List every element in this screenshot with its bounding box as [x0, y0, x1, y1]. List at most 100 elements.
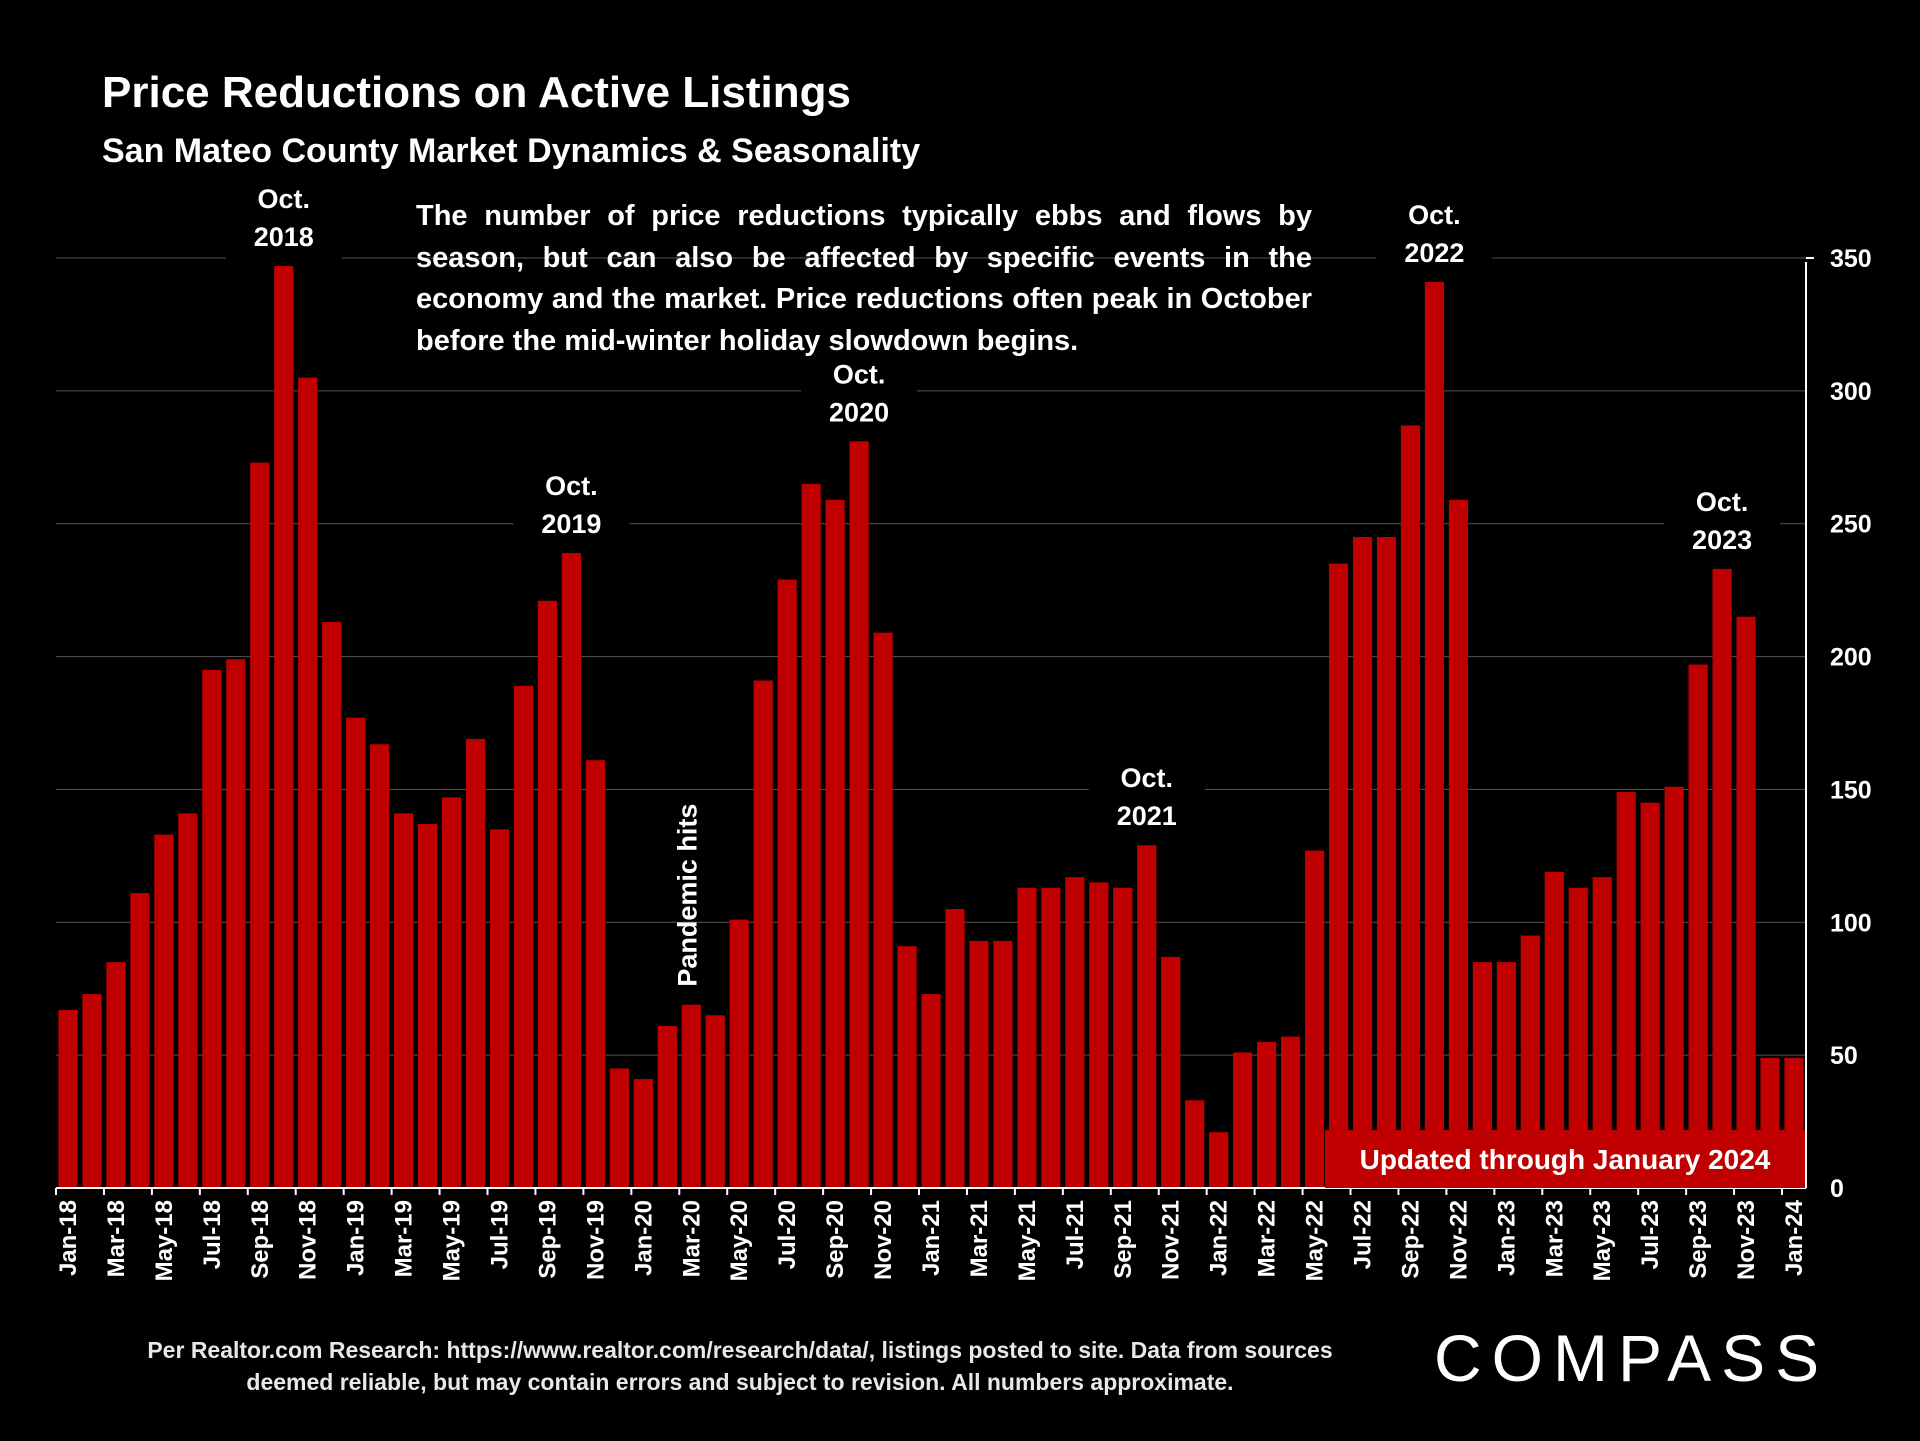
peak-annotation-label: Oct.	[1120, 763, 1173, 793]
pandemic-annotation: Pandemic hits	[672, 804, 702, 987]
bar-Dec-21	[1185, 1100, 1205, 1188]
bar-Jun-19	[465, 738, 486, 1188]
bar-Jul-18	[202, 669, 222, 1188]
y-tick-label: 350	[1830, 245, 1872, 273]
bar-Dec-19	[609, 1068, 629, 1188]
y-tick-label: 200	[1830, 644, 1872, 672]
bar-Nov-22	[1448, 499, 1468, 1188]
bar-Apr-23	[1568, 887, 1588, 1188]
x-tick-label: May-22	[1302, 1200, 1329, 1281]
bar-Oct-22	[1424, 281, 1445, 1188]
x-tick-label: Jul-23	[1637, 1200, 1664, 1269]
x-tick-label: Mar-20	[678, 1200, 705, 1277]
bar-Jul-19	[489, 829, 510, 1188]
bar-Mar-18	[106, 962, 126, 1188]
bar-Feb-19	[370, 744, 390, 1188]
x-tick-label: Sep-22	[1397, 1200, 1424, 1279]
annotation-backdrop	[1664, 478, 1781, 563]
peak-annotation-label: Oct.	[545, 471, 598, 501]
bar-Nov-23	[1736, 616, 1756, 1188]
bar-Jun-23	[1616, 792, 1636, 1188]
bar-Jun-18	[178, 813, 198, 1188]
x-tick-label: Mar-23	[1541, 1200, 1568, 1277]
bar-Feb-22	[1233, 1052, 1253, 1188]
bar-Oct-18	[274, 265, 294, 1188]
bar-Mar-19	[394, 813, 414, 1188]
bar-Nov-20	[873, 632, 893, 1188]
x-tick-label: Mar-19	[391, 1200, 418, 1277]
updated-banner-label: Updated through January 2024	[1360, 1144, 1771, 1175]
x-tick-label: May-21	[1014, 1200, 1041, 1281]
peak-annotation-year: 2022	[1404, 238, 1464, 268]
bar-Mar-20	[681, 1004, 701, 1188]
bar-Oct-20	[849, 441, 869, 1188]
bar-Oct-21	[1137, 845, 1157, 1188]
updated-banner-box	[1325, 1130, 1805, 1188]
annotations: Oct. 2018 Oct. 2019 Oct. 2020 Oct. 2021 Oct. 2022…	[225, 175, 1781, 987]
x-tick-label: Mar-18	[103, 1200, 130, 1277]
y-tick-label: 50	[1830, 1042, 1858, 1070]
bar-Aug-19	[513, 685, 534, 1188]
peak-annotation-label: Oct.	[257, 184, 310, 214]
bar-Dec-18	[322, 622, 342, 1188]
annotation-backdrop	[513, 462, 630, 547]
bar-Apr-18	[130, 893, 150, 1188]
bar-chart: 0 50 100 150 200 250 300 350 Jan-18 Mar-18 May-18 J…	[54, 175, 1872, 1282]
x-tick-label: May-19	[439, 1200, 466, 1281]
bar-May-23	[1592, 877, 1612, 1188]
x-tick-label: Jan-18	[55, 1200, 82, 1276]
bar-Jul-22	[1352, 537, 1373, 1188]
bar-Sep-23	[1688, 664, 1708, 1188]
bar-Jan-18	[58, 1009, 78, 1188]
x-tick-label: Jan-24	[1781, 1199, 1808, 1276]
x-tick-label: Sep-23	[1685, 1200, 1712, 1279]
bar-Jun-22	[1328, 563, 1349, 1188]
annotation-backdrop	[225, 175, 342, 260]
bars	[58, 265, 1804, 1189]
bar-Apr-19	[417, 823, 438, 1188]
peak-annotation-year: 2023	[1692, 525, 1752, 555]
source-footnote: Per Realtor.com Research: https://www.re…	[147, 1337, 1333, 1395]
bar-Feb-23	[1520, 935, 1540, 1188]
bar-Sep-22	[1400, 425, 1421, 1188]
bar-May-19	[441, 797, 462, 1188]
bar-Aug-22	[1376, 537, 1397, 1188]
bar-Jan-21	[921, 994, 941, 1188]
y-tick-label: 300	[1830, 378, 1872, 406]
x-tick-label: Jul-21	[1062, 1200, 1089, 1269]
x-tick-label: Jan-21	[918, 1200, 945, 1276]
bar-May-22	[1304, 850, 1325, 1188]
x-tick-label: Nov-22	[1445, 1200, 1472, 1280]
bar-Jun-20	[753, 680, 773, 1188]
bar-Nov-21	[1161, 956, 1181, 1188]
bar-Mar-23	[1544, 871, 1564, 1188]
x-tick-label: Sep-21	[1110, 1200, 1137, 1279]
y-tick-label: 100	[1830, 909, 1872, 937]
y-tick-label: 0	[1830, 1175, 1844, 1203]
x-tick-label: Sep-18	[247, 1200, 274, 1279]
bar-Jan-19	[346, 717, 366, 1188]
bar-May-21	[1017, 887, 1037, 1188]
bar-Jul-23	[1640, 802, 1660, 1188]
x-tick-label: Mar-22	[1254, 1200, 1281, 1277]
bar-Jul-20	[777, 579, 797, 1188]
bar-May-18	[154, 834, 174, 1188]
bar-Sep-20	[825, 499, 845, 1188]
bar-Sep-19	[537, 600, 558, 1188]
chart-description: The number of price reductions typically…	[416, 200, 1312, 357]
bar-Oct-19	[561, 552, 581, 1188]
x-tick-label: Jul-19	[486, 1200, 513, 1269]
axes: 0 50 100 150 200 250 300 350 Jan-18 Mar-18 May-18 J…	[55, 245, 1872, 1281]
bar-Feb-21	[945, 909, 965, 1188]
peak-annotation-year: 2018	[254, 222, 314, 252]
x-tick-label: Sep-20	[822, 1200, 849, 1279]
peak-annotation-year: 2020	[829, 397, 889, 427]
bar-Apr-22	[1281, 1036, 1301, 1188]
y-tick-label: 250	[1830, 511, 1872, 539]
bar-Mar-22	[1257, 1041, 1277, 1188]
y-tick-label: 150	[1830, 776, 1872, 804]
x-tick-label: Nov-23	[1733, 1200, 1760, 1280]
x-tick-label: Jan-23	[1493, 1200, 1520, 1276]
peak-annotation-year: 2021	[1117, 801, 1177, 831]
bar-Mar-21	[969, 940, 989, 1188]
